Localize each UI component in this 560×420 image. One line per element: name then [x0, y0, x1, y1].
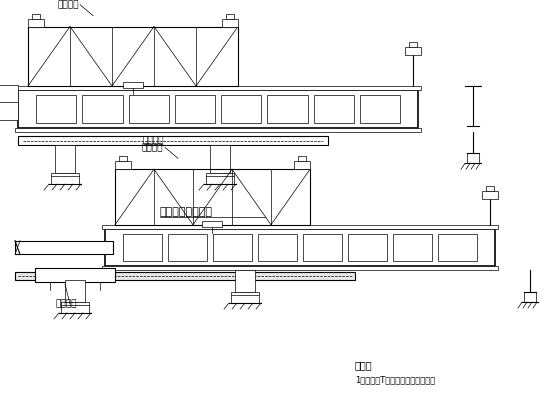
Bar — [294, 161, 310, 169]
Bar — [213, 234, 252, 261]
Bar — [123, 234, 162, 261]
Bar — [267, 95, 307, 123]
Bar — [210, 145, 230, 173]
Bar — [231, 292, 259, 295]
Bar — [15, 128, 421, 131]
Bar — [102, 225, 498, 229]
Bar — [222, 18, 238, 26]
Bar — [168, 234, 207, 261]
Bar — [82, 95, 123, 123]
Bar — [405, 47, 421, 55]
Bar — [438, 234, 477, 261]
Bar — [15, 272, 355, 280]
Bar — [206, 173, 234, 176]
Bar — [15, 241, 113, 255]
Bar — [119, 156, 127, 161]
Text: 1、本图为T梁架桥机过孔示意图。: 1、本图为T梁架桥机过孔示意图。 — [355, 376, 435, 385]
Bar — [18, 136, 328, 145]
Bar — [35, 268, 115, 282]
Bar — [393, 234, 432, 261]
Bar — [123, 82, 143, 88]
Bar — [105, 229, 495, 266]
Bar — [128, 95, 169, 123]
Bar — [36, 95, 76, 123]
Bar — [15, 86, 421, 90]
Bar — [55, 145, 75, 173]
Bar — [102, 266, 498, 270]
Bar — [482, 191, 498, 199]
Bar — [486, 186, 494, 191]
Bar — [348, 234, 387, 261]
Bar — [0, 85, 18, 120]
Bar — [409, 42, 417, 47]
Bar — [202, 221, 222, 227]
Bar — [115, 161, 131, 169]
Bar — [51, 173, 79, 176]
Bar — [226, 13, 234, 18]
Bar — [61, 302, 89, 305]
Bar — [298, 156, 306, 161]
Text: 架桥机过孔工况二: 架桥机过孔工况二 — [160, 207, 213, 217]
Text: 已成孔梁: 已成孔梁 — [142, 136, 164, 145]
Bar — [28, 18, 44, 26]
Text: 送梁平车: 送梁平车 — [55, 299, 77, 309]
Bar — [360, 95, 400, 123]
Bar — [175, 95, 215, 123]
Bar — [65, 280, 85, 302]
Text: 吊梁行车: 吊梁行车 — [142, 143, 164, 152]
Bar — [258, 234, 297, 261]
Text: 说明：: 说明： — [355, 360, 372, 370]
Bar — [235, 270, 255, 292]
Bar — [221, 95, 262, 123]
Bar — [18, 90, 418, 128]
Bar — [314, 95, 354, 123]
Bar — [303, 234, 342, 261]
Text: 吊梁行车: 吊梁行车 — [58, 0, 80, 9]
Bar — [32, 13, 40, 18]
